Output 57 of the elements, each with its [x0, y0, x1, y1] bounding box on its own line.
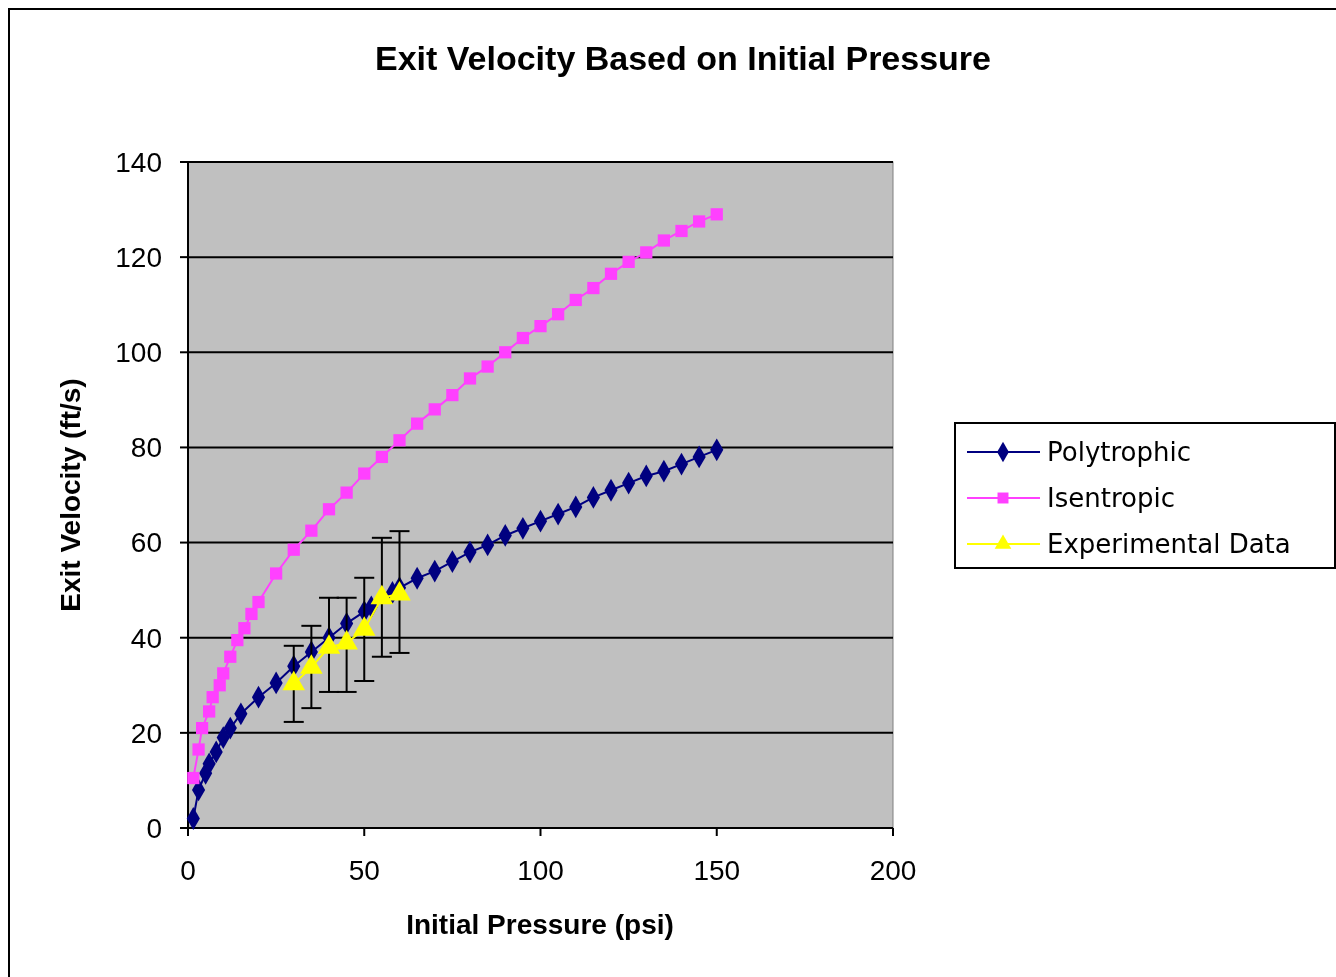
point	[305, 524, 318, 537]
x-axis-title: Initial Pressure (psi)	[406, 909, 674, 940]
y-tick-label: 40	[130, 622, 162, 654]
point	[393, 434, 406, 447]
point	[622, 255, 635, 269]
point	[499, 346, 512, 359]
point	[252, 595, 265, 609]
point	[552, 308, 565, 321]
chart-title: Exit Velocity Based on Initial Pressure	[374, 39, 992, 77]
x-tick-label: 0	[180, 855, 196, 886]
legend-label: Polytrophic	[1047, 437, 1191, 468]
point	[203, 705, 216, 718]
point	[375, 450, 388, 464]
legend-label: Isentropic	[1047, 483, 1175, 514]
y-tick-label: 20	[130, 717, 162, 749]
point	[217, 667, 230, 680]
point	[534, 320, 547, 333]
point	[213, 679, 226, 692]
y-tick-label: 140	[115, 146, 162, 178]
point	[245, 607, 258, 621]
point	[569, 293, 582, 307]
point	[224, 650, 237, 663]
point	[287, 543, 300, 556]
point	[231, 633, 244, 647]
point	[675, 224, 688, 238]
point	[446, 388, 459, 402]
y-tick-label: 80	[130, 432, 162, 464]
point	[481, 360, 494, 373]
point	[206, 691, 219, 704]
point	[657, 234, 670, 247]
x-tick-label: 200	[869, 855, 917, 886]
x-tick-label: 50	[348, 855, 380, 886]
point	[192, 743, 205, 756]
y-tick-label: 0	[146, 812, 162, 844]
y-tick-label: 120	[115, 241, 162, 273]
point	[411, 417, 424, 430]
point	[340, 486, 353, 499]
point	[322, 503, 336, 516]
point	[516, 331, 529, 345]
point	[428, 403, 441, 416]
point	[358, 467, 371, 480]
point	[195, 721, 209, 735]
x-tick-label: 100	[517, 855, 564, 886]
legend-label: Experimental Data	[1047, 529, 1291, 560]
y-axis-title: Exit Velocity (ft/s)	[55, 378, 86, 612]
y-tick-label: 60	[130, 527, 162, 559]
point	[604, 267, 618, 280]
point	[587, 281, 600, 295]
point	[187, 771, 200, 785]
point	[710, 208, 723, 221]
x-tick-label: 150	[693, 855, 741, 886]
point	[640, 246, 653, 259]
point	[270, 567, 283, 580]
y-tick-label: 100	[115, 337, 162, 369]
point	[238, 622, 251, 635]
point	[693, 215, 706, 228]
point	[463, 372, 477, 385]
